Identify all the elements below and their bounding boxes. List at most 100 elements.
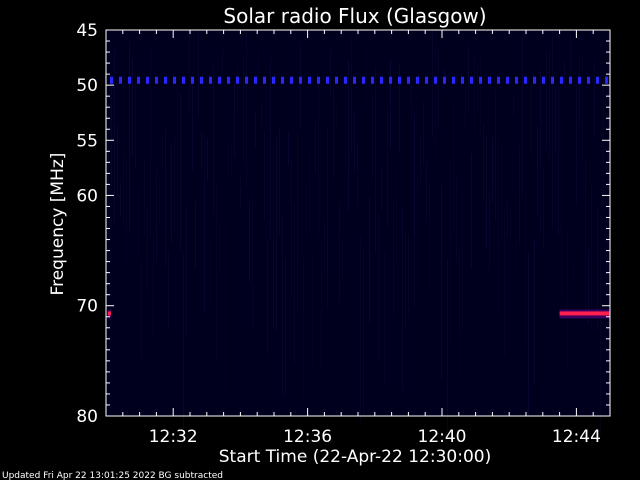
noise-streak xyxy=(123,84,124,226)
emission-band xyxy=(559,311,610,316)
noise-streak xyxy=(186,203,187,339)
interference-dash xyxy=(353,76,356,84)
noise-streak xyxy=(222,48,223,73)
noise-streak xyxy=(114,48,115,227)
interference-dash xyxy=(263,76,266,84)
noise-streak xyxy=(246,31,247,189)
interference-dash xyxy=(560,76,563,84)
noise-streak xyxy=(225,222,226,395)
noise-streak xyxy=(234,83,235,157)
noise-streak xyxy=(372,93,373,178)
noise-streak xyxy=(231,143,232,175)
noise-streak xyxy=(483,125,484,202)
interference-dash xyxy=(209,76,212,84)
noise-streak xyxy=(411,86,412,116)
noise-streak xyxy=(549,50,550,165)
interference-dash xyxy=(281,76,284,84)
noise-streak xyxy=(387,107,388,228)
noise-streak xyxy=(117,125,118,197)
noise-streak xyxy=(258,49,259,82)
noise-streak xyxy=(207,138,208,182)
interference-dash xyxy=(254,76,257,84)
interference-dash xyxy=(587,76,590,84)
noise-streak xyxy=(453,101,454,233)
noise-streak xyxy=(228,144,229,174)
chart-title: Solar radio Flux (Glasgow) xyxy=(223,4,486,28)
noise-streak xyxy=(384,252,385,383)
noise-streak xyxy=(441,185,442,379)
noise-streak xyxy=(438,50,439,126)
noise-streak xyxy=(516,197,517,276)
noise-streak xyxy=(399,62,400,151)
noise-streak xyxy=(108,143,109,265)
noise-streak xyxy=(582,51,583,161)
noise-streak xyxy=(189,35,190,114)
noise-streak xyxy=(339,201,340,304)
noise-streak xyxy=(174,134,175,234)
noise-streak xyxy=(279,126,280,236)
noise-streak xyxy=(216,182,217,360)
noise-streak xyxy=(450,162,451,347)
noise-streak xyxy=(138,185,139,257)
y-tick-label: 80 xyxy=(76,407,98,427)
interference-dash xyxy=(317,76,320,84)
noise-streak xyxy=(408,235,409,318)
noise-streak xyxy=(501,144,502,241)
noise-streak xyxy=(264,131,265,220)
interference-dash xyxy=(443,76,446,84)
noise-streak xyxy=(558,85,559,236)
interference-dash xyxy=(155,76,158,84)
interference-dash xyxy=(371,76,374,84)
noise-streak xyxy=(270,57,271,240)
noise-streak xyxy=(129,41,130,231)
noise-streak xyxy=(360,235,361,427)
interference-dash xyxy=(488,76,491,84)
noise-streak xyxy=(363,249,364,414)
interference-dash xyxy=(362,76,365,84)
noise-streak xyxy=(531,82,532,158)
noise-streak xyxy=(318,83,319,238)
noise-streak xyxy=(306,186,307,238)
noise-streak xyxy=(180,92,181,251)
interference-dash xyxy=(470,76,473,84)
interference-dash xyxy=(245,76,248,84)
noise-streak xyxy=(456,176,457,263)
noise-streak xyxy=(237,61,238,112)
noise-streak xyxy=(327,126,328,308)
y-axis: 45 50 55 60 70 80 xyxy=(76,21,610,427)
noise-streak xyxy=(594,60,595,139)
noise-streak xyxy=(219,222,220,273)
noise-streak xyxy=(177,84,178,239)
noise-streak xyxy=(564,60,565,84)
noise-streak xyxy=(414,110,415,307)
noise-streak xyxy=(249,201,250,282)
noise-streak xyxy=(423,101,424,166)
footer-status: Updated Fri Apr 22 13:01:25 2022 BG subt… xyxy=(2,471,223,480)
noise-streak xyxy=(204,135,205,313)
noise-streak xyxy=(504,210,505,356)
interference-dash xyxy=(182,76,185,84)
interference-dash xyxy=(524,76,527,84)
noise-streak xyxy=(540,69,541,233)
noise-streak xyxy=(555,87,556,151)
noise-streak xyxy=(291,158,292,296)
noise-streak xyxy=(132,57,133,158)
noise-streak xyxy=(150,48,151,236)
interference-dash xyxy=(569,76,572,84)
y-tick-label: 60 xyxy=(76,186,98,206)
noise-streak xyxy=(480,56,481,136)
noise-streak xyxy=(537,125,538,215)
noise-streak xyxy=(492,137,493,203)
noise-streak xyxy=(273,145,274,329)
noise-streak xyxy=(519,145,520,245)
interference-dash xyxy=(596,76,599,84)
interference-dash xyxy=(218,76,221,84)
noise-streak xyxy=(462,187,463,336)
noise-streak xyxy=(315,120,316,174)
noise-streak xyxy=(321,240,322,369)
noise-streak xyxy=(528,253,529,418)
noise-streak xyxy=(486,136,487,250)
x-axis-label: Start Time (22-Apr-22 12:30:00) xyxy=(219,447,491,467)
interference-dash xyxy=(272,76,275,84)
